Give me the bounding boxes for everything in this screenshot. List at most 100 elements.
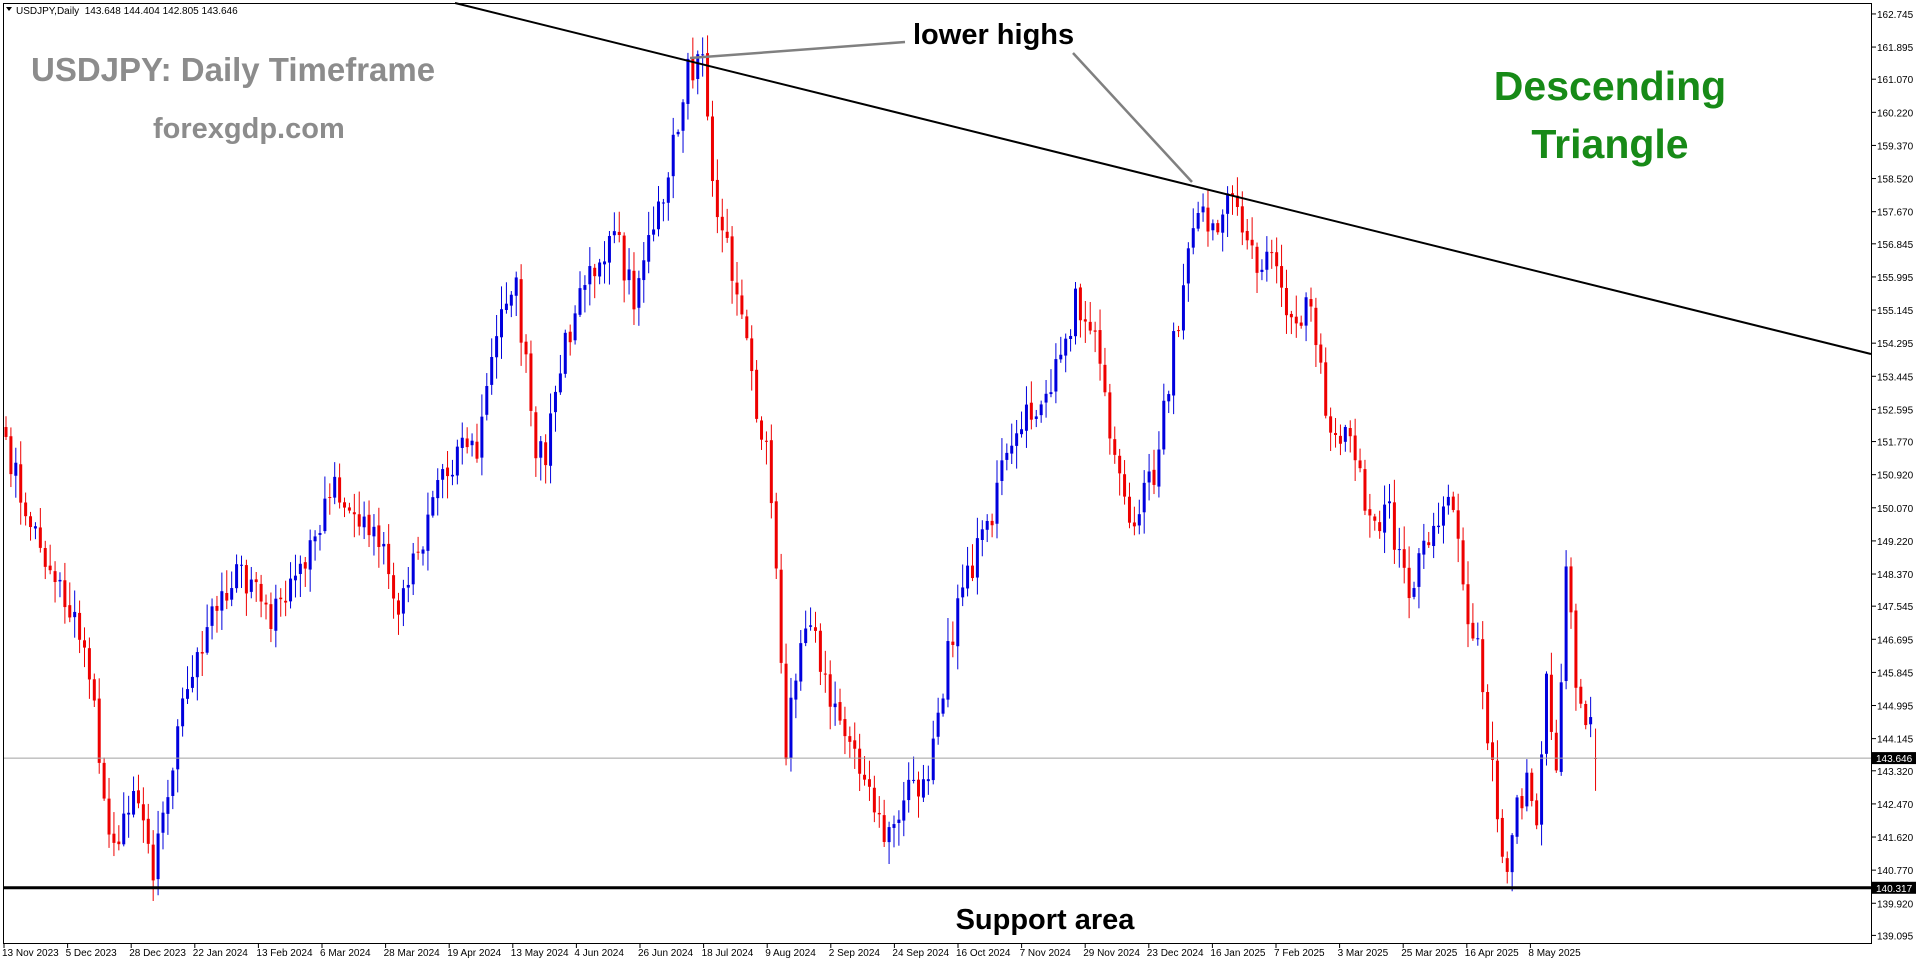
candle-body bbox=[362, 516, 366, 528]
candle bbox=[1505, 851, 1509, 884]
candle bbox=[102, 757, 106, 801]
candle-body bbox=[563, 332, 567, 374]
candle-body bbox=[1535, 800, 1539, 826]
candle-body bbox=[112, 833, 116, 843]
candle-body bbox=[475, 441, 479, 459]
candle bbox=[1329, 407, 1333, 451]
candle bbox=[396, 592, 400, 635]
candle-body bbox=[1569, 566, 1573, 613]
candle-body bbox=[1289, 313, 1293, 318]
candle-body bbox=[1226, 193, 1230, 214]
candle-body bbox=[58, 579, 62, 582]
candle-body bbox=[1181, 285, 1185, 331]
candle bbox=[1525, 759, 1529, 812]
candle-body bbox=[509, 294, 513, 306]
candle-body bbox=[1152, 469, 1156, 485]
candle bbox=[809, 607, 813, 631]
candle bbox=[239, 555, 243, 588]
candle-body bbox=[1074, 288, 1078, 337]
candle bbox=[1270, 239, 1274, 269]
candle-body bbox=[1216, 223, 1220, 233]
candle bbox=[897, 810, 901, 846]
candle bbox=[362, 501, 366, 540]
candle-body bbox=[1235, 195, 1239, 207]
candle-body bbox=[161, 812, 165, 833]
candle-body bbox=[1000, 460, 1004, 482]
candle-body bbox=[681, 102, 685, 131]
candle bbox=[799, 630, 803, 691]
lower-highs-pointer-2 bbox=[1072, 52, 1193, 183]
candle bbox=[588, 247, 592, 306]
candle-body bbox=[1481, 639, 1485, 693]
candle bbox=[769, 424, 773, 519]
candle bbox=[637, 270, 641, 326]
candle bbox=[343, 497, 347, 518]
candle bbox=[647, 211, 651, 274]
candle-body bbox=[1530, 772, 1534, 801]
candle-body bbox=[1123, 474, 1127, 497]
candle-body bbox=[357, 514, 361, 527]
candle-body bbox=[1486, 691, 1490, 744]
candle-body bbox=[1378, 522, 1382, 532]
candle bbox=[784, 643, 788, 766]
candle bbox=[1167, 390, 1171, 414]
candle-body bbox=[1353, 435, 1357, 461]
candle-body bbox=[897, 819, 901, 823]
candle bbox=[1559, 663, 1563, 776]
candle bbox=[534, 406, 538, 477]
candle bbox=[1589, 696, 1593, 738]
candle-body bbox=[1422, 540, 1426, 555]
candle bbox=[475, 423, 479, 463]
candle bbox=[1152, 449, 1156, 495]
candle-body bbox=[176, 726, 180, 770]
candle bbox=[887, 821, 891, 864]
candle bbox=[970, 544, 974, 582]
current-price-tag-text: 143.646 bbox=[1876, 754, 1913, 765]
candle-body bbox=[87, 648, 91, 680]
candle-body bbox=[1491, 742, 1495, 760]
time-tick-label: 6 Mar 2024 bbox=[320, 948, 371, 959]
candle-body bbox=[1554, 732, 1558, 771]
candle-body bbox=[1505, 858, 1509, 872]
candle-body bbox=[450, 474, 454, 477]
candle bbox=[264, 594, 268, 620]
candle-body bbox=[416, 551, 420, 553]
candle bbox=[764, 431, 768, 465]
candle-body bbox=[338, 477, 342, 503]
candle-body bbox=[1476, 638, 1480, 640]
candle bbox=[1373, 513, 1377, 531]
candle-body bbox=[480, 416, 484, 458]
candle bbox=[681, 99, 685, 153]
candle bbox=[617, 211, 621, 243]
candle bbox=[838, 688, 842, 725]
candle bbox=[848, 726, 852, 759]
candle-body bbox=[1564, 566, 1568, 682]
candle bbox=[68, 582, 72, 623]
candle-body bbox=[166, 797, 170, 814]
candle-body bbox=[1500, 817, 1504, 857]
time-tick-label: 4 Jun 2024 bbox=[574, 948, 624, 959]
candle bbox=[823, 650, 827, 693]
candle bbox=[401, 579, 405, 627]
candle bbox=[1343, 424, 1347, 452]
candle bbox=[171, 767, 175, 810]
candle bbox=[1020, 411, 1024, 438]
candle-body bbox=[720, 216, 724, 231]
candle-body bbox=[485, 386, 489, 415]
candle bbox=[1486, 684, 1490, 751]
candle bbox=[446, 451, 450, 499]
candle-body bbox=[190, 676, 194, 688]
price-tick-label: 145.845 bbox=[1877, 668, 1914, 679]
candle bbox=[1407, 546, 1411, 619]
candle-body bbox=[995, 482, 999, 524]
descending-trendline[interactable] bbox=[454, 2, 1872, 355]
candle bbox=[1535, 793, 1539, 830]
candle bbox=[1142, 470, 1146, 534]
candle-body bbox=[612, 231, 616, 236]
price-tick-label: 161.070 bbox=[1877, 75, 1914, 86]
candle bbox=[1284, 269, 1288, 334]
candle bbox=[465, 427, 469, 454]
candle-body bbox=[102, 762, 106, 799]
candle bbox=[549, 393, 553, 484]
